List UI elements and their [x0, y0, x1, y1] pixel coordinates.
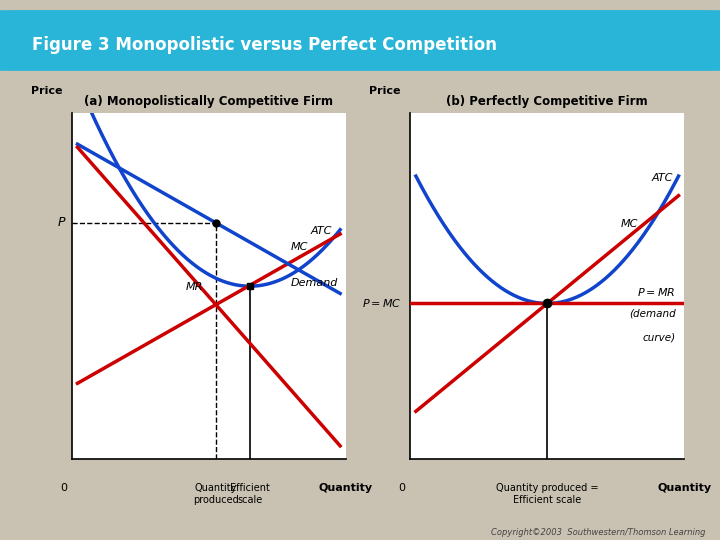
- Text: MR: MR: [185, 282, 203, 292]
- Text: Quantity produced =
Efficient scale: Quantity produced = Efficient scale: [496, 483, 598, 505]
- Text: Copyright©2003  Southwestern/Thomson Learning: Copyright©2003 Southwestern/Thomson Lear…: [491, 528, 706, 537]
- Text: MC: MC: [290, 242, 307, 252]
- FancyBboxPatch shape: [0, 11, 720, 70]
- Text: curve): curve): [643, 333, 676, 343]
- Text: Figure 3 Monopolistic versus Perfect Competition: Figure 3 Monopolistic versus Perfect Com…: [32, 36, 497, 54]
- Text: Quantity
produced: Quantity produced: [193, 483, 239, 505]
- Text: P: P: [58, 217, 65, 230]
- Text: (a) Monopolistically Competitive Firm: (a) Monopolistically Competitive Firm: [84, 95, 333, 108]
- Text: (demand: (demand: [629, 309, 676, 319]
- Text: Price: Price: [31, 86, 63, 96]
- Text: Efficient
scale: Efficient scale: [230, 483, 270, 505]
- Text: $P = MR$: $P = MR$: [637, 286, 676, 298]
- Text: Quantity: Quantity: [657, 483, 711, 493]
- Text: MC: MC: [621, 219, 638, 229]
- Text: (b) Perfectly Competitive Firm: (b) Perfectly Competitive Firm: [446, 95, 648, 108]
- Text: $P = MC$: $P = MC$: [362, 298, 402, 309]
- Text: 0: 0: [60, 483, 67, 493]
- Text: ATC: ATC: [310, 226, 332, 236]
- Text: ATC: ATC: [652, 173, 673, 183]
- Text: Price: Price: [369, 86, 401, 96]
- Text: Demand: Demand: [291, 278, 338, 288]
- Text: Quantity: Quantity: [319, 483, 373, 493]
- Text: 0: 0: [399, 483, 405, 493]
